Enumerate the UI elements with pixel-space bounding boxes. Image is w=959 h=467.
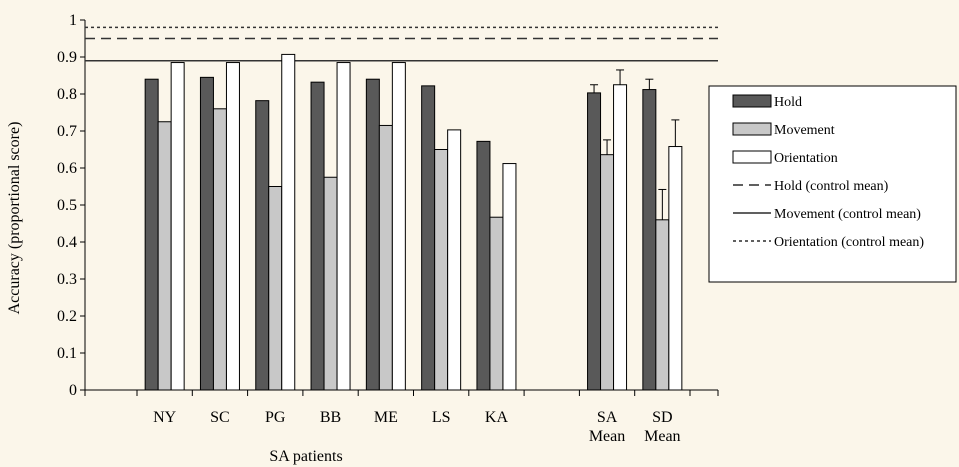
x-tick-label: PG bbox=[265, 409, 286, 426]
x-axis-label: SA patients bbox=[269, 448, 342, 465]
bar-movement-ls bbox=[434, 149, 449, 391]
bar-movement-sa-mean bbox=[600, 154, 615, 391]
bar-hold-ka bbox=[476, 140, 491, 391]
bar-hold-sd-mean bbox=[642, 89, 657, 391]
bar-movement-ka bbox=[489, 216, 504, 391]
bar-hold-pg bbox=[255, 100, 270, 391]
legend: Hold Movement Orientation Hold (control mea… bbox=[708, 85, 957, 283]
y-tick-label: 0.4 bbox=[57, 234, 77, 251]
bar-orientation-ka bbox=[502, 163, 517, 391]
y-axis-label: Accuracy (proportional score) bbox=[6, 122, 23, 315]
x-tick-label: SA bbox=[597, 409, 618, 426]
x-tick-label: SC bbox=[210, 409, 230, 426]
bar-orientation-bb bbox=[336, 62, 351, 391]
bar-hold-me bbox=[365, 78, 380, 391]
legend-swatch-hold bbox=[732, 94, 772, 108]
y-tick-label: 0.6 bbox=[57, 160, 77, 177]
x-tick-label: LS bbox=[432, 409, 451, 426]
x-tick-label: ME bbox=[374, 409, 398, 426]
y-tick-label: 1 bbox=[69, 12, 77, 29]
bar-movement-ny bbox=[157, 121, 172, 391]
x-tick-label: BB bbox=[320, 409, 341, 426]
bar-hold-bb bbox=[310, 81, 325, 391]
bar-orientation-pg bbox=[281, 53, 296, 391]
y-tick-label: 0 bbox=[69, 382, 77, 399]
legend-label-movement: Movement bbox=[774, 123, 835, 138]
y-tick-label: 0.1 bbox=[57, 345, 77, 362]
y-tick-label: 0.3 bbox=[57, 271, 77, 288]
bar-movement-sc bbox=[212, 108, 227, 391]
bar-movement-sd-mean bbox=[655, 219, 670, 391]
bar-hold-ny bbox=[144, 78, 159, 391]
bar-orientation-sd-mean bbox=[668, 146, 683, 391]
y-tick-label: 0.8 bbox=[57, 86, 77, 103]
y-tick-label: 0.5 bbox=[57, 197, 77, 214]
bar-movement-me bbox=[378, 124, 393, 391]
x-tick-label-line2: Mean bbox=[644, 428, 680, 445]
bar-orientation-sa-mean bbox=[613, 84, 628, 391]
bar-orientation-ny bbox=[170, 62, 185, 391]
legend-label-orientation-control-mean: Orientation (control mean) bbox=[774, 235, 924, 250]
bar-orientation-ls bbox=[447, 129, 462, 391]
bar-hold-ls bbox=[421, 85, 436, 391]
bar-movement-pg bbox=[268, 186, 283, 391]
legend-label-orientation: Orientation bbox=[774, 151, 838, 166]
legend-swatch-movement bbox=[732, 122, 772, 136]
bar-hold-sa-mean bbox=[587, 92, 602, 391]
legend-label-movement-control-mean: Movement (control mean) bbox=[774, 207, 921, 222]
y-tick-label: 0.2 bbox=[57, 308, 77, 325]
legend-label-hold: Hold bbox=[774, 95, 802, 110]
legend-label-hold-control-mean: Hold (control mean) bbox=[774, 179, 889, 194]
y-tick-label: 0.7 bbox=[57, 123, 77, 140]
bar-orientation-sc bbox=[225, 62, 240, 391]
x-tick-label: SD bbox=[652, 409, 672, 426]
plot-area: 0 0.1 0.2 0.3 0.4 0.5 0.6 0.7 0.8 0.9 1 NY SC PG BB ME L… bbox=[57, 12, 719, 445]
x-tick-label: NY bbox=[153, 409, 177, 426]
legend-box bbox=[708, 85, 957, 283]
x-tick-label-line2: Mean bbox=[589, 428, 625, 445]
legend-swatch-orientation bbox=[732, 150, 772, 164]
bar-hold-sc bbox=[199, 76, 214, 391]
bar-movement-bb bbox=[323, 176, 338, 391]
bar-orientation-me bbox=[391, 62, 406, 391]
y-tick-label: 0.9 bbox=[57, 49, 77, 66]
x-tick-label: KA bbox=[485, 409, 509, 426]
